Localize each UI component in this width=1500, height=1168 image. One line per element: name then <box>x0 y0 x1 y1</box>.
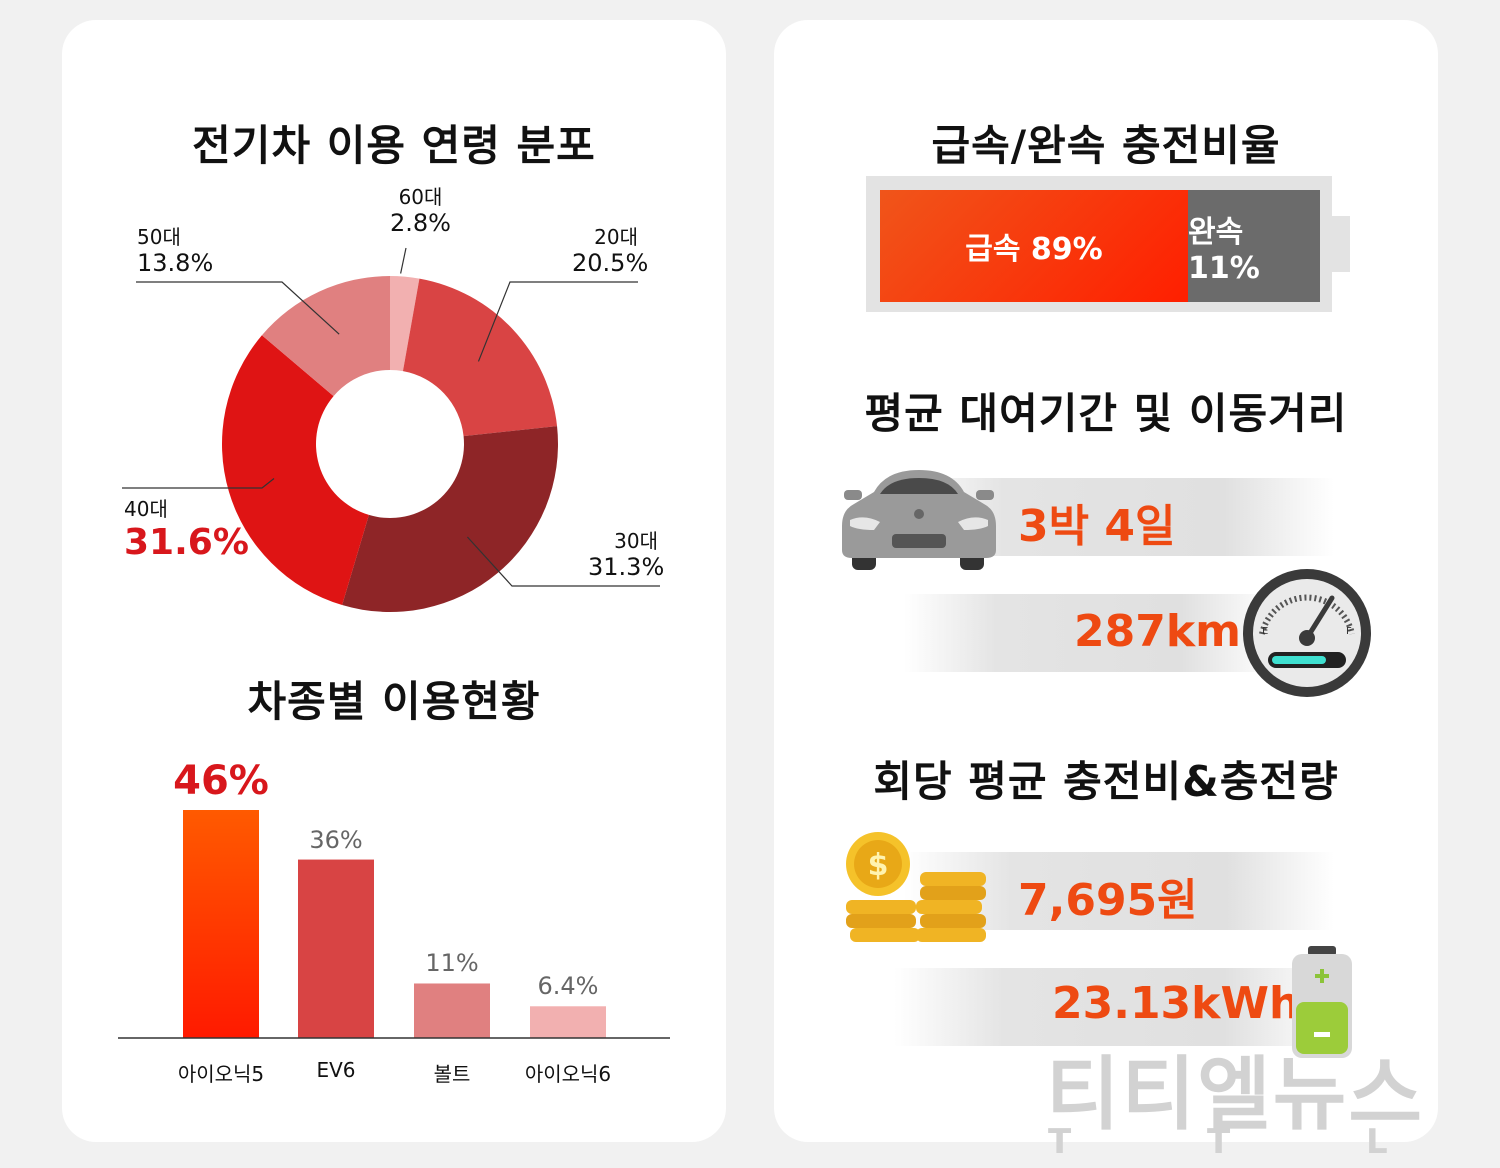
age-chart-title: 전기차 이용 연령 분포 <box>192 121 596 170</box>
leader-60s <box>400 247 407 274</box>
distance-strip <box>904 594 1274 672</box>
label-50s: 50대 13.8% <box>137 225 214 277</box>
bar-category-0: 아이오닉5 <box>177 1062 265 1086</box>
charging-panel: 급속/완속 충전비율 급속 89% 완속 11% 평균 대여기간 및 이동거리 3… <box>774 20 1438 1142</box>
bar-0 <box>183 810 259 1038</box>
bar-value-2: 11% <box>425 949 479 978</box>
battery-icon <box>1292 946 1352 1058</box>
leader-50s <box>136 281 340 335</box>
gauge-icon: E F <box>1243 569 1371 697</box>
donut-slice-2 <box>221 335 369 606</box>
avg-cost-value: 7,695원 <box>1018 875 1198 926</box>
bar-category-2: 볼트 <box>433 1062 471 1086</box>
coins-icon: $ <box>846 832 986 942</box>
donut-slice-3 <box>261 276 390 397</box>
gauge-full-mark: F <box>1346 626 1352 637</box>
label-40s: 40대 31.6% <box>124 497 249 563</box>
bar-3 <box>530 1006 606 1038</box>
svg-text:$: $ <box>868 848 889 883</box>
energy-strip <box>894 968 1334 1046</box>
charge-segment-0: 급속 89% <box>880 190 1188 302</box>
label-60s: 60대 2.8% <box>390 185 451 237</box>
avg-energy-value: 23.13kWh <box>1052 978 1301 1029</box>
charge-segment-1: 완속 11% <box>1188 190 1320 302</box>
car-icon <box>842 470 996 570</box>
charge-ratio-title: 급속/완속 충전비율 <box>931 121 1281 170</box>
age-and-model-panel: 전기차 이용 연령 분포 60대 2.8% 20대 20.5% 50대 13.8% 4… <box>62 20 726 1142</box>
leader-40s <box>122 478 275 489</box>
label-30s: 30대 31.3% <box>588 529 665 581</box>
bar-value-0: 46% <box>173 758 269 804</box>
bar-value-3: 6.4% <box>537 972 599 1001</box>
donut-slice-4 <box>390 276 420 372</box>
cost-title: 회당 평균 충전비&충전량 <box>873 757 1339 806</box>
leader-20s <box>477 281 638 362</box>
label-20s: 20대 20.5% <box>572 225 649 277</box>
model-chart-title: 차종별 이용현황 <box>247 677 541 726</box>
gauge-empty-mark: E <box>1262 626 1268 637</box>
bar-value-1: 36% <box>309 825 363 854</box>
charge-ratio-bar: 급속 89% 완속 11% <box>880 190 1320 302</box>
bar-1 <box>298 859 374 1038</box>
leader-30s <box>466 536 660 587</box>
rental-duration-value: 3박 4일 <box>1018 501 1176 552</box>
bar-2 <box>414 983 490 1038</box>
battery-tip <box>1332 216 1350 272</box>
distance-value: 287km <box>1074 606 1241 657</box>
bar-category-3: 아이오닉6 <box>524 1062 612 1086</box>
watermark-letters: T T L <box>1048 1122 1450 1162</box>
bar-category-1: EV6 <box>316 1058 356 1082</box>
watermark-logo: 티티엘뉴스 <box>1046 1048 1424 1141</box>
rental-title: 평균 대여기간 및 이동거리 <box>864 389 1348 438</box>
age-donut-chart <box>122 247 660 612</box>
donut-slice-1 <box>342 426 558 612</box>
